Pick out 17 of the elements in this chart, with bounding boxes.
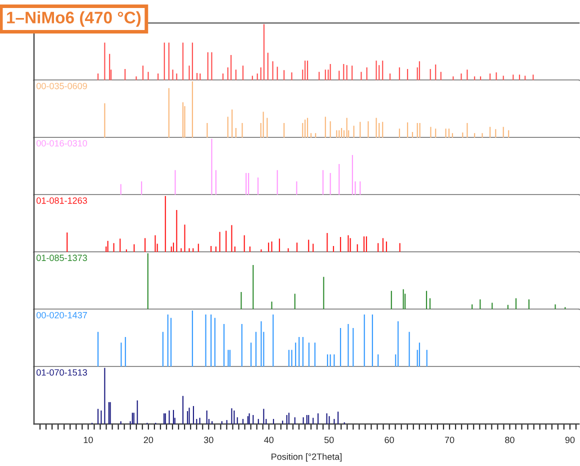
chart-title: 00-020-1437 (36, 312, 87, 318)
x-tick-label: 70 (444, 436, 454, 444)
x-tick-label: 20 (144, 436, 154, 444)
x-tick-label: 80 (505, 436, 514, 444)
chart-title: 01-081-1263 (36, 197, 87, 204)
x-tick-label: 30 (204, 436, 214, 444)
x-tick-label: 10 (84, 436, 93, 444)
x-tick-label: 60 (384, 436, 394, 444)
chart-title: 00-016-0310 (36, 140, 88, 146)
chart-title: 00-035-0609 (36, 82, 87, 90)
chart-title: 1–NiMo6 (470 °C) (7, 11, 141, 27)
x-axis-title: Position [°2Theta] (272, 453, 342, 462)
chart-title: 01-085-1373 (36, 254, 87, 262)
x-tick-label: 90 (565, 436, 575, 444)
x-tick-label: 40 (264, 436, 274, 444)
chart-title: 01-070-1513 (36, 369, 87, 376)
x-tick-label: 50 (324, 436, 334, 444)
